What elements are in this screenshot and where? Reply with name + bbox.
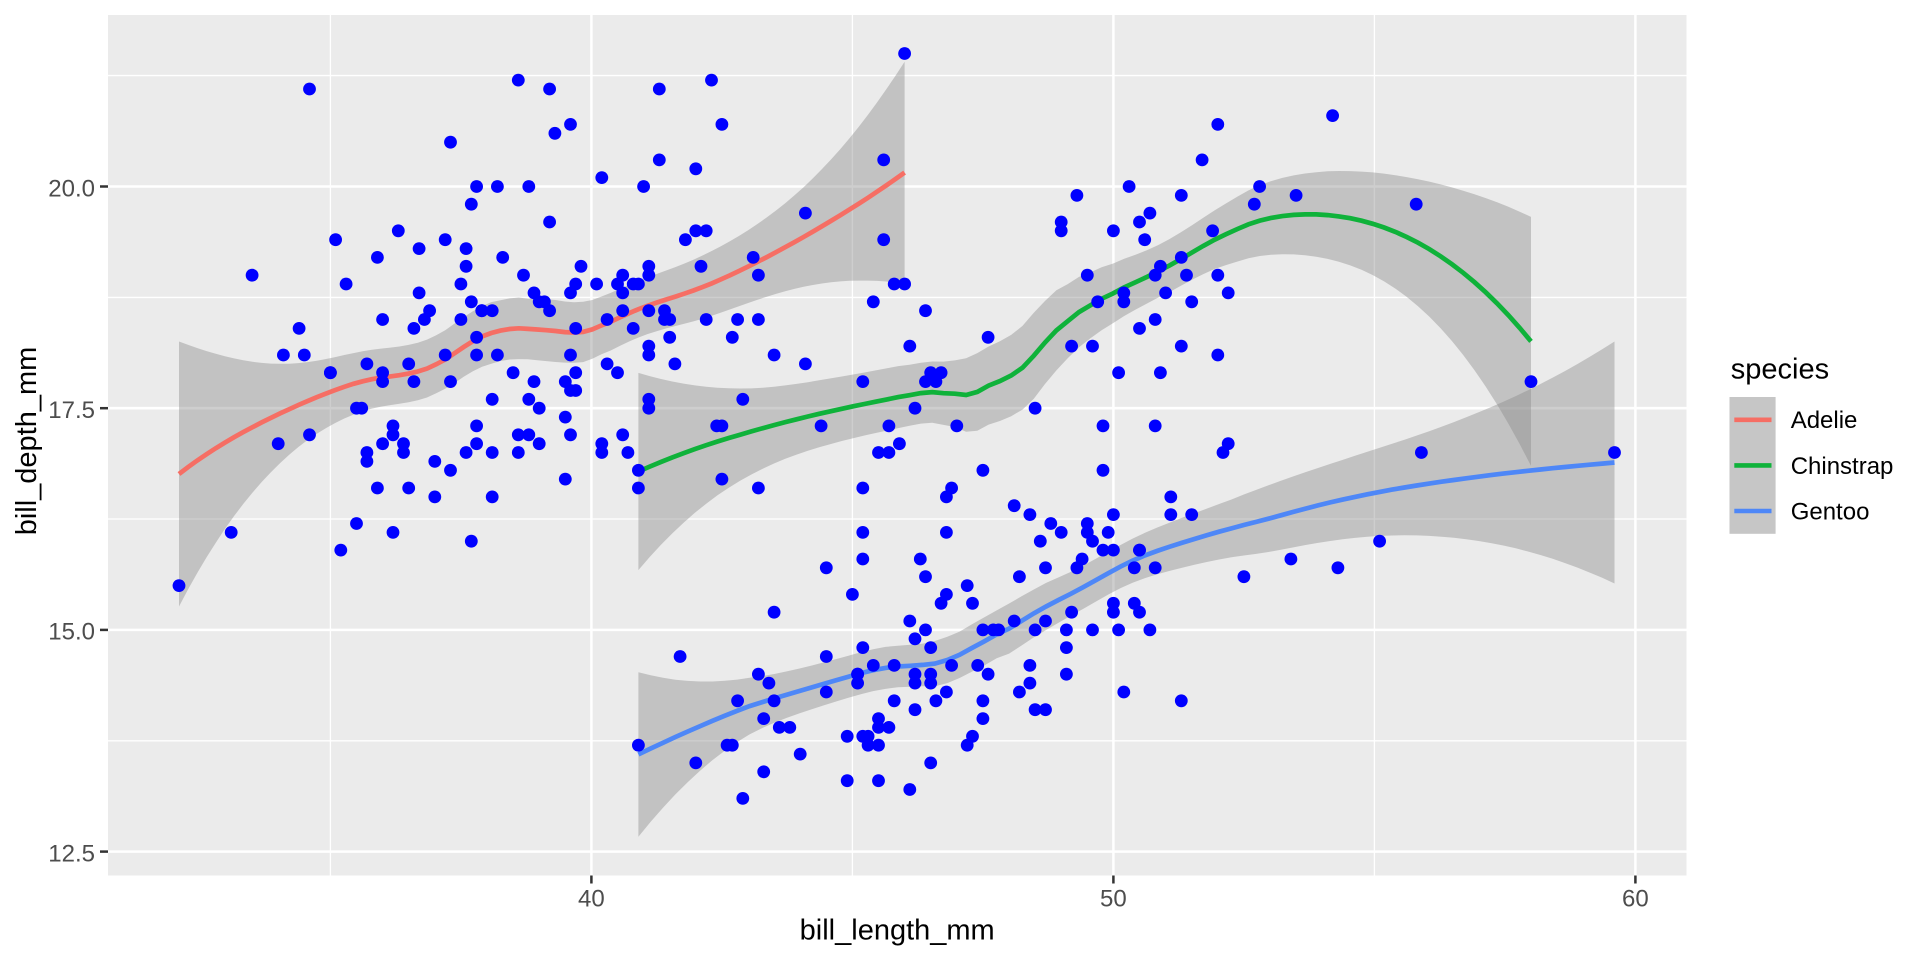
svg-text:15.0: 15.0: [48, 619, 95, 646]
svg-text:17.5: 17.5: [48, 397, 95, 424]
svg-text:Chinstrap: Chinstrap: [1791, 453, 1894, 480]
svg-text:60: 60: [1622, 886, 1649, 913]
svg-text:species: species: [1731, 353, 1829, 385]
svg-text:12.5: 12.5: [48, 840, 95, 867]
svg-text:bill_depth_mm: bill_depth_mm: [11, 347, 43, 536]
svg-text:bill_length_mm: bill_length_mm: [800, 915, 995, 947]
svg-text:50: 50: [1100, 886, 1127, 913]
svg-text:40: 40: [578, 886, 605, 913]
svg-text:20.0: 20.0: [48, 175, 95, 202]
svg-text:Adelie: Adelie: [1791, 407, 1858, 434]
svg-text:Gentoo: Gentoo: [1791, 498, 1870, 525]
